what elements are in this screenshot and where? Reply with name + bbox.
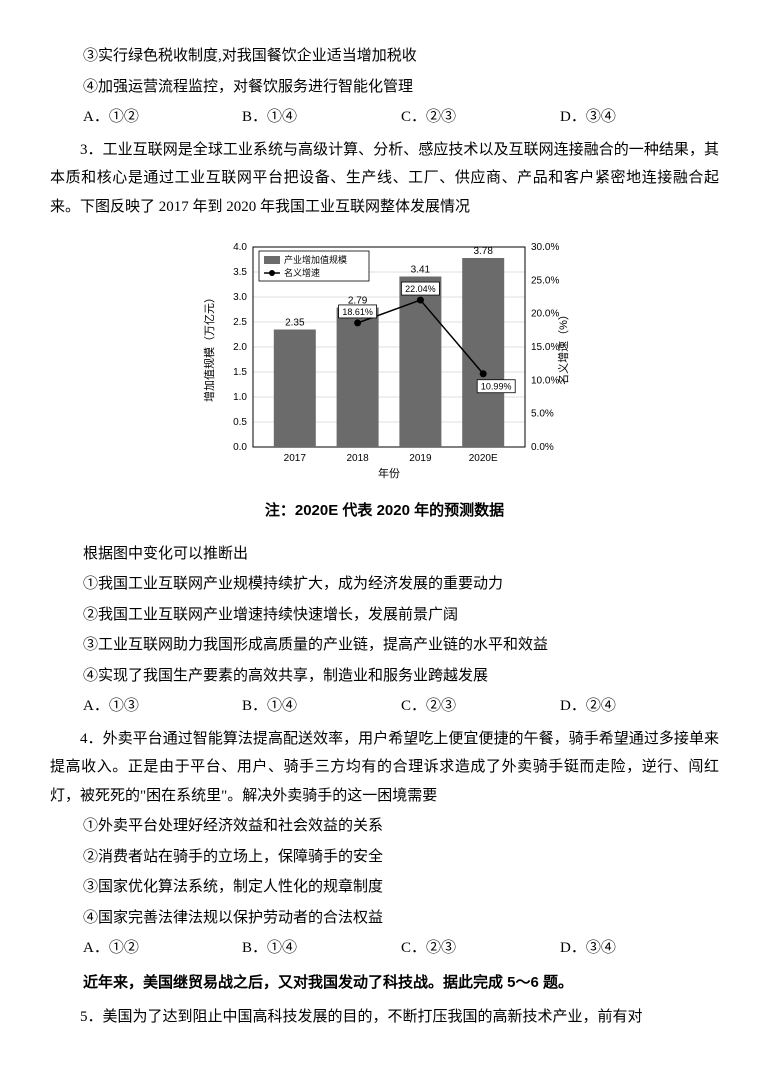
q2-choice-d[interactable]: D．③④ (560, 103, 719, 132)
q4-choice-a[interactable]: A．①② (83, 934, 242, 963)
q3-option-1: ①我国工业互联网产业规模持续扩大，成为经济发展的重要动力 (83, 570, 719, 599)
q3-chart: 0.0 0.5 1.0 1.5 2.0 2.5 3.0 3.5 4.0 0.0% 5.0% 10.0%… (50, 227, 719, 487)
q5-stem-text: 5．美国为了达到阻止中国高科技发展的目的，不断打压我国的高新技术产业，前有对 (80, 1009, 643, 1025)
q3-stem: 3．工业互联网是全球工业系统与高级计算、分析、感应技术以及互联网连接融合的一种结… (50, 136, 719, 222)
svg-text:1.0: 1.0 (233, 392, 247, 403)
q3-stem-text: 3．工业互联网是全球工业系统与高级计算、分析、感应技术以及互联网连接融合的一种结… (50, 142, 719, 215)
svg-text:0.0: 0.0 (233, 442, 247, 453)
q3-option-3: ③工业互联网助力我国形成高质量的产业链，提高产业链的水平和效益 (83, 631, 719, 660)
q4-stem: 4．外卖平台通过智能算法提高配送效率，用户希望吃上便宜便捷的午餐，骑手希望通过多… (50, 725, 719, 811)
svg-text:2.0: 2.0 (233, 342, 247, 353)
q56-intro: 近年来，美国继贸易战之后，又对我国发动了科技战。据此完成 5～6 题。 (83, 969, 719, 998)
svg-text:3.0: 3.0 (233, 292, 247, 303)
svg-text:10.99%: 10.99% (480, 382, 511, 392)
q3-stem2: 根据图中变化可以推断出 (83, 540, 719, 569)
svg-text:18.61%: 18.61% (342, 307, 373, 317)
q2-option-3: ③实行绿色税收制度,对我国餐饮企业适当增加税收 (83, 42, 719, 71)
q3-choice-a[interactable]: A．①③ (83, 692, 242, 721)
svg-text:30.0%: 30.0% (531, 242, 559, 253)
q2-choice-a[interactable]: A．①② (83, 103, 242, 132)
svg-text:2018: 2018 (346, 453, 369, 464)
svg-text:15.0%: 15.0% (531, 342, 559, 353)
q4-option-1: ①外卖平台处理好经济效益和社会效益的关系 (83, 812, 719, 841)
q3-choices: A．①③ B．①④ C．②③ D．②④ (83, 692, 719, 721)
svg-text:名义增速: 名义增速 (284, 267, 320, 278)
svg-text:25.0%: 25.0% (531, 275, 559, 286)
svg-text:产业增加值规模: 产业增加值规模 (284, 254, 347, 265)
q2-choices: A．①② B．①④ C．②③ D．③④ (83, 103, 719, 132)
q2-choice-c[interactable]: C．②③ (401, 103, 560, 132)
q4-option-2: ②消费者站在骑手的立场上，保障骑手的安全 (83, 843, 719, 872)
q2-choice-b[interactable]: B．①④ (242, 103, 401, 132)
q4-choice-d[interactable]: D．③④ (560, 934, 719, 963)
q2-option-4: ④加强运营流程监控，对餐饮服务进行智能化管理 (83, 73, 719, 102)
svg-text:增加值规模（万亿元）: 增加值规模（万亿元） (202, 292, 216, 402)
svg-text:名义增速（%）: 名义增速（%） (556, 309, 570, 385)
svg-text:2019: 2019 (409, 453, 432, 464)
svg-text:年份: 年份 (378, 466, 400, 480)
svg-text:0.0%: 0.0% (531, 442, 554, 453)
q3-choice-b[interactable]: B．①④ (242, 692, 401, 721)
q4-choices: A．①② B．①④ C．②③ D．③④ (83, 934, 719, 963)
svg-text:3.41: 3.41 (410, 265, 430, 276)
q5-stem: 5．美国为了达到阻止中国高科技发展的目的，不断打压我国的高新技术产业，前有对 (50, 1003, 719, 1032)
svg-text:3.78: 3.78 (473, 246, 493, 257)
q4-choice-b[interactable]: B．①④ (242, 934, 401, 963)
q3-option-2: ②我国工业互联网产业增速持续快速增长，发展前景广阔 (83, 601, 719, 630)
q4-choice-c[interactable]: C．②③ (401, 934, 560, 963)
svg-text:1.5: 1.5 (233, 367, 247, 378)
q3-choice-d[interactable]: D．②④ (560, 692, 719, 721)
svg-text:2.35: 2.35 (285, 318, 305, 329)
svg-text:0.5: 0.5 (233, 417, 247, 428)
svg-text:2.5: 2.5 (233, 317, 247, 328)
q3-option-4: ④实现了我国生产要素的高效共享，制造业和服务业跨越发展 (83, 662, 719, 691)
svg-text:2020E: 2020E (468, 453, 497, 464)
svg-text:5.0%: 5.0% (531, 409, 554, 420)
q4-stem-text: 4．外卖平台通过智能算法提高配送效率，用户希望吃上便宜便捷的午餐，骑手希望通过多… (50, 731, 719, 804)
q3-choice-c[interactable]: C．②③ (401, 692, 560, 721)
q3-chart-note: 注：2020E 代表 2020 年的预测数据 (50, 497, 719, 526)
svg-text:22.04%: 22.04% (405, 284, 436, 294)
svg-text:10.0%: 10.0% (531, 375, 559, 386)
q4-option-4: ④国家完善法律法规以保护劳动者的合法权益 (83, 904, 719, 933)
q4-option-3: ③国家优化算法系统，制定人性化的规章制度 (83, 873, 719, 902)
svg-text:2017: 2017 (283, 453, 306, 464)
svg-text:4.0: 4.0 (233, 242, 247, 253)
svg-text:20.0%: 20.0% (531, 309, 559, 320)
svg-text:3.5: 3.5 (233, 267, 247, 278)
